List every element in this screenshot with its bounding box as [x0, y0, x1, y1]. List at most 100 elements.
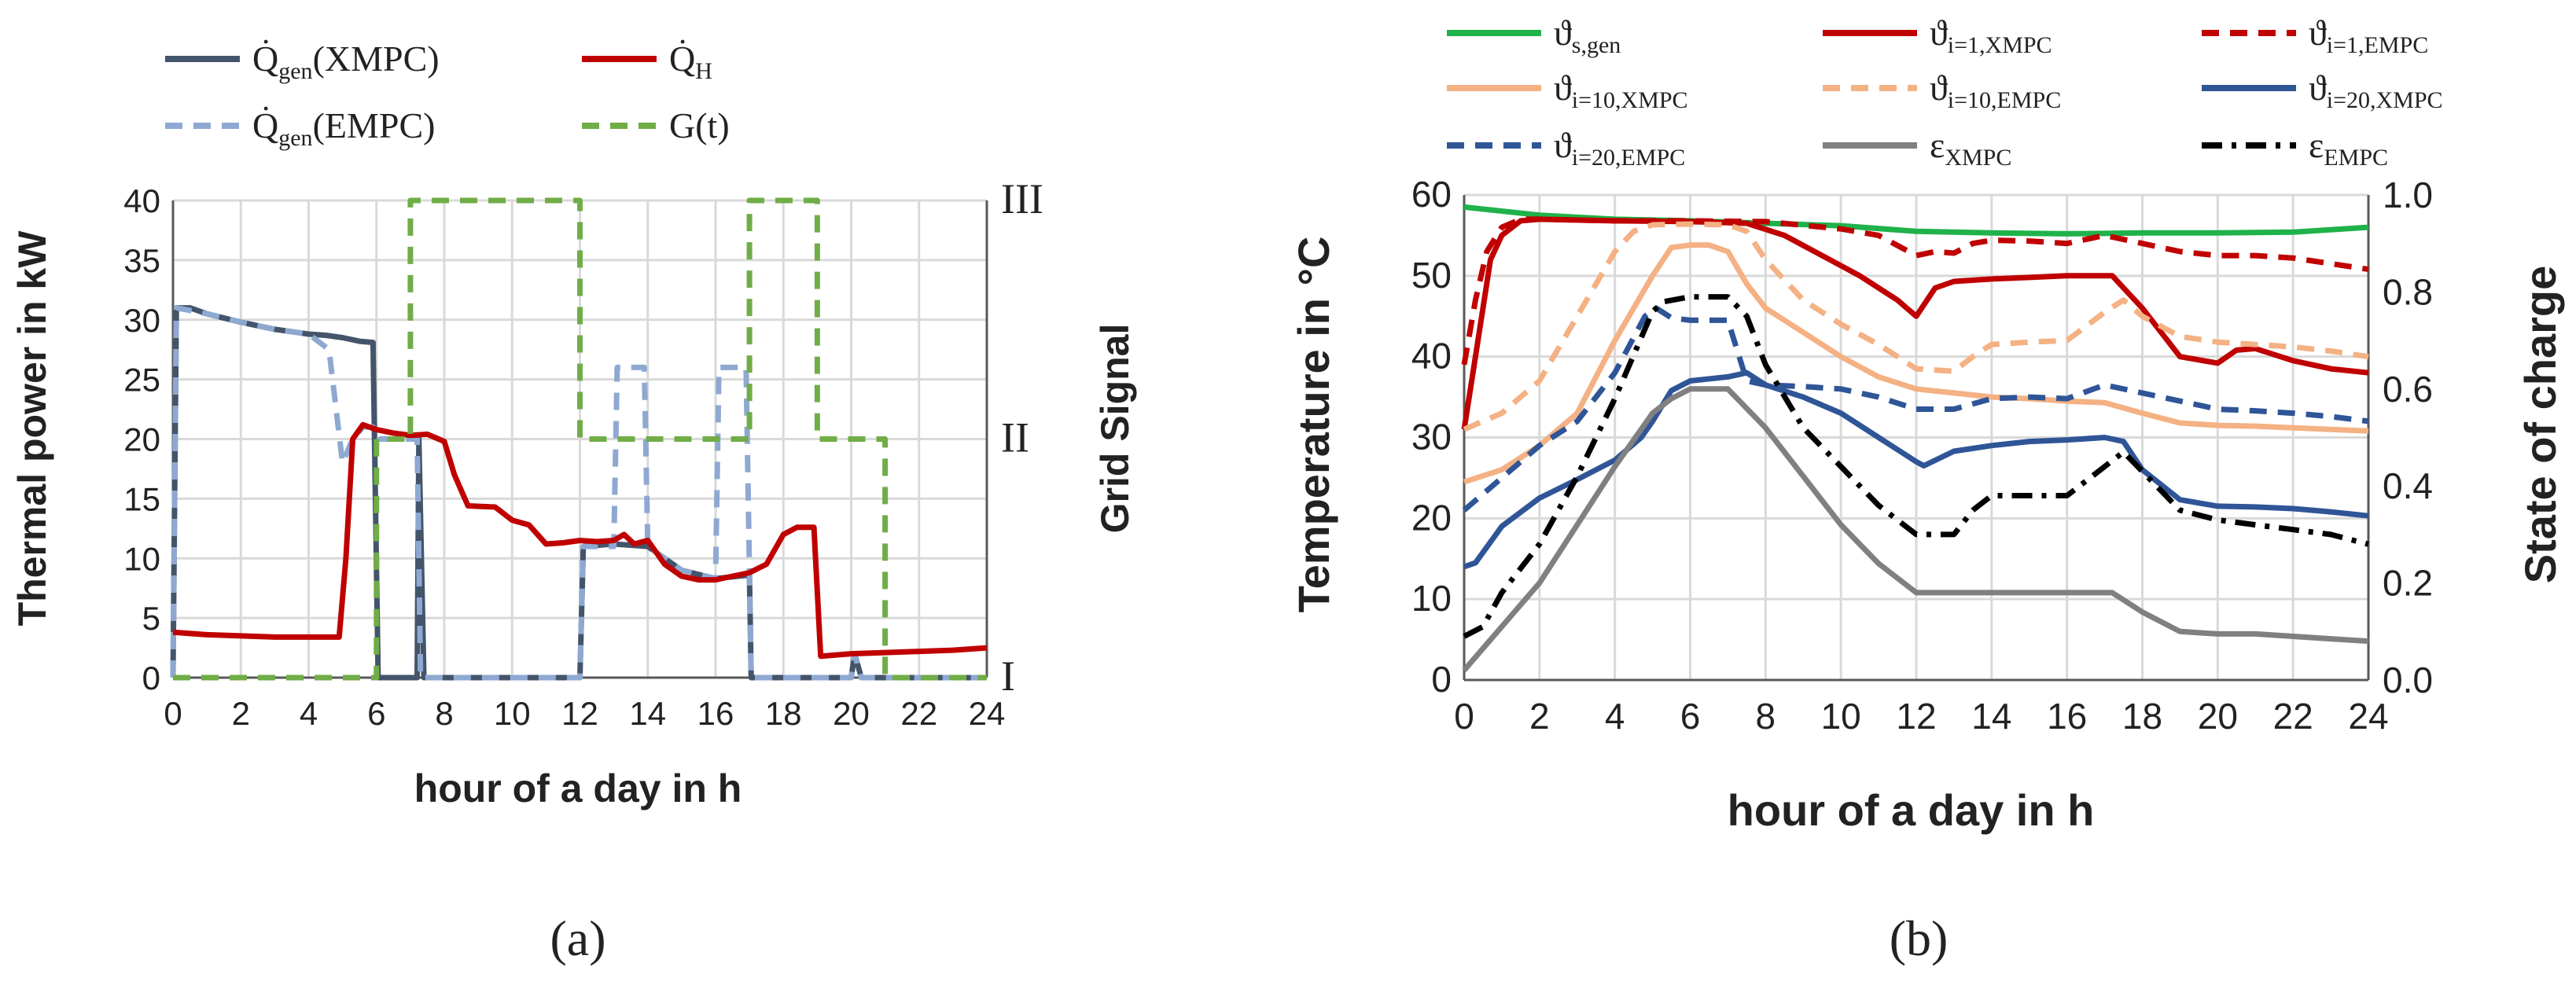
x-tick-label: 2 [1529, 696, 1550, 737]
panel-b-x-axis-title: hour of a day in h [1728, 785, 2095, 835]
y-tick-label: 40 [1411, 336, 1452, 377]
legend-label: ϑi=1,XMPC [1930, 13, 2052, 58]
legend-label: Q̇gen(EMPC) [252, 105, 435, 151]
legend-entry: ϑi=20,EMPC [1447, 125, 1685, 171]
panel-a-y-tick-labels: 0 5 10 15 20 25 30 35 40 [123, 182, 160, 696]
y-tick-label: 30 [1411, 417, 1452, 458]
x-tick-label: 18 [765, 695, 802, 732]
panel-a-x-tick-labels: 0 2 4 6 8 10 12 14 16 18 20 22 24 [164, 695, 1005, 732]
y-tick-label: 25 [123, 362, 160, 399]
legend-entry: ϑi=10,EMPC [1823, 68, 2061, 113]
y2-tick-label: 0.4 [2383, 465, 2433, 506]
y-tick-label: 30 [123, 302, 160, 339]
y-tick-label: 10 [123, 540, 160, 577]
series-line-theta-i-10-empc [1463, 221, 2369, 432]
y2-tick-label: II [1001, 414, 1029, 461]
x-tick-label: 14 [1971, 696, 2011, 737]
legend-label: ϑi=10,EMPC [1930, 68, 2061, 113]
series-line-q-h [172, 421, 988, 660]
x-tick-label: 14 [629, 695, 666, 732]
x-tick-label: 6 [367, 695, 385, 732]
y2-tick-label: 0.8 [2383, 271, 2433, 312]
panel-b-soc-tick-labels: 0.0 0.2 0.4 0.6 0.8 1.0 [2383, 175, 2433, 700]
y2-tick-label: 1.0 [2383, 175, 2433, 215]
y2-tick-label: 0.2 [2383, 563, 2433, 604]
legend-label: Q̇H [669, 39, 712, 84]
legend-entry: ϑi=1,EMPC [2202, 13, 2428, 58]
y-tick-label: 40 [123, 182, 160, 219]
panel-a-legend: Q̇gen(XMPC) Q̇gen(EMPC) Q̇H G(t) [165, 39, 730, 151]
series-line-eps-empc [1463, 294, 2369, 639]
legend-entry: εEMPC [2202, 125, 2388, 171]
panel-b-y-tick-labels: 0 10 20 30 40 50 60 [1411, 174, 1452, 700]
y-tick-label: 50 [1411, 255, 1452, 296]
y-tick-label: 0 [1431, 659, 1452, 700]
panel-b-label: (b) [1890, 910, 1949, 966]
panel-b-y-axis-title: Temperature in °C [1289, 237, 1338, 613]
x-tick-label: 10 [494, 695, 531, 732]
legend-label: ϑi=1,EMPC [2309, 13, 2428, 58]
y2-tick-label: III [1001, 175, 1043, 222]
series-line-theta-i-1-empc [1461, 216, 2369, 366]
y2-tick-label: 0.6 [2383, 369, 2433, 410]
series-line-eps-xmpc [1462, 386, 2369, 672]
panel-b-legend: ϑs,gen ϑi=1,XMPC ϑi=1,EMPC ϑi=10,XMPC ϑi=10,… [1447, 13, 2443, 171]
x-tick-label: 12 [561, 695, 598, 732]
x-tick-label: 2 [232, 695, 250, 732]
legend-label: ϑi=20,XMPC [2309, 68, 2443, 113]
x-tick-label: 24 [969, 695, 1006, 732]
x-tick-label: 22 [900, 695, 937, 732]
x-tick-label: 0 [1454, 696, 1474, 737]
legend-label: ϑs,gen [1554, 13, 1621, 58]
y-tick-label: 60 [1411, 174, 1452, 215]
x-tick-label: 8 [1756, 696, 1776, 737]
x-tick-label: 8 [435, 695, 453, 732]
legend-entry: G(t) [582, 105, 730, 145]
legend-entry: Q̇H [582, 39, 712, 84]
panel-b-gridlines [1463, 193, 2370, 682]
y-tick-label: 35 [123, 242, 160, 279]
y-tick-label: 20 [1411, 497, 1452, 538]
y2-tick-label: I [1001, 652, 1015, 700]
legend-entry: Q̇gen(EMPC) [165, 105, 435, 151]
x-tick-label: 20 [833, 695, 870, 732]
y2-tick-label: 0.0 [2383, 660, 2433, 700]
x-tick-label: 10 [1821, 696, 1861, 737]
series-line-theta-i-10-xmpc [1463, 242, 2369, 485]
x-tick-label: 18 [2122, 696, 2162, 737]
x-tick-label: 16 [697, 695, 734, 732]
panel-b-x-tick-labels: 0 2 4 6 8 10 12 14 16 18 20 22 24 [1454, 696, 2388, 737]
y-tick-label: 5 [142, 600, 160, 637]
legend-entry: εXMPC [1823, 125, 2011, 171]
panel-b-series [1461, 204, 2369, 672]
x-tick-label: 22 [2273, 696, 2313, 737]
x-tick-label: 4 [1605, 696, 1625, 737]
x-tick-label: 20 [2198, 696, 2238, 737]
legend-entry: ϑi=1,XMPC [1823, 13, 2052, 58]
y-tick-label: 0 [142, 660, 160, 696]
x-tick-label: 12 [1896, 696, 1936, 737]
x-tick-label: 4 [300, 695, 318, 732]
panel-a-label: (a) [550, 910, 605, 966]
legend-label: εEMPC [2309, 125, 2388, 171]
series-line-theta-i-20-xmpc [1463, 369, 2369, 570]
series-line-theta-i-20-empc [1462, 305, 2369, 513]
panel-b-y2-axis-title: State of charge [2515, 266, 2565, 584]
panel-a-x-axis-title: hour of a day in h [414, 766, 742, 810]
legend-entry: Q̇gen(XMPC) [165, 39, 440, 84]
y-tick-label: 15 [123, 480, 160, 517]
panel-a-series [170, 197, 988, 681]
legend-entry: ϑi=20,XMPC [2202, 68, 2443, 113]
panel-b-axes [1463, 195, 2370, 682]
x-tick-label: 6 [1680, 696, 1701, 737]
legend-label: Q̇gen(XMPC) [252, 39, 440, 84]
legend-entry: ϑi=10,XMPC [1447, 68, 1688, 113]
legend-label: G(t) [669, 105, 730, 145]
y-tick-label: 20 [123, 421, 160, 458]
legend-label: εXMPC [1930, 125, 2011, 171]
x-tick-label: 16 [2047, 696, 2087, 737]
legend-label: ϑi=10,XMPC [1554, 68, 1688, 113]
